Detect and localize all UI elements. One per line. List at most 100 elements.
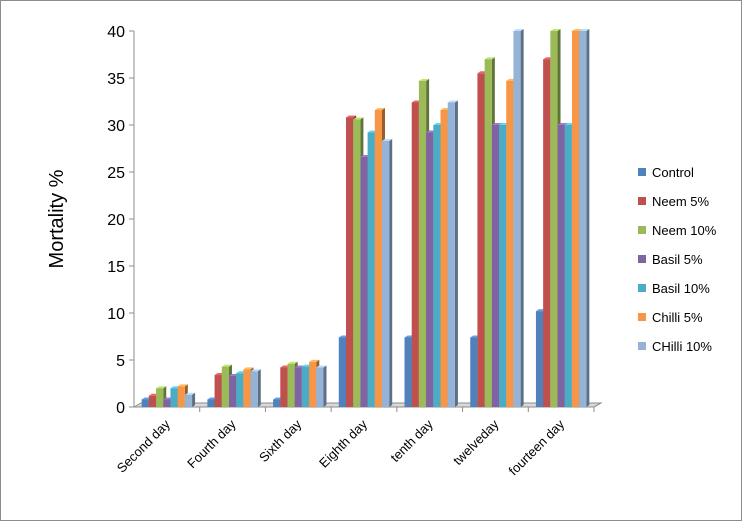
x-tick-label: Eighth day xyxy=(316,416,370,470)
legend-item: Basil 5% xyxy=(638,252,703,267)
bar-side xyxy=(520,29,524,407)
bar-top xyxy=(418,78,430,81)
bar-side xyxy=(389,138,393,408)
bar-front xyxy=(309,361,317,407)
bar-side xyxy=(586,29,590,407)
bar-top xyxy=(316,365,327,368)
bar-front xyxy=(382,140,390,408)
bar-side xyxy=(323,365,327,407)
bar-top xyxy=(550,29,561,31)
bar-front xyxy=(163,399,171,407)
bar-front xyxy=(236,373,244,407)
bar-top xyxy=(491,123,503,125)
bar-top xyxy=(374,107,385,110)
bar-top xyxy=(177,384,188,387)
bar-front xyxy=(301,366,310,407)
bar-front xyxy=(156,388,164,407)
bar-front xyxy=(243,369,251,407)
bar-side xyxy=(257,369,261,407)
legend-swatch xyxy=(638,168,646,176)
bar-front xyxy=(287,363,295,407)
bar-front xyxy=(141,399,149,407)
bar-front xyxy=(207,399,215,407)
y-tick-label: 25 xyxy=(107,165,125,182)
bar-top xyxy=(353,117,364,120)
bar-front xyxy=(273,399,281,407)
bar-front xyxy=(360,156,368,407)
bar-front xyxy=(579,31,587,407)
legend: Control Neem 5% Neem 10% Basil 5% Basil 10% C… xyxy=(638,165,717,354)
bar-top xyxy=(287,361,298,364)
bar-top xyxy=(571,29,583,31)
bar xyxy=(579,29,590,407)
bar-front xyxy=(294,367,302,407)
bar-front xyxy=(426,132,434,407)
bar xyxy=(513,29,524,407)
bar-side xyxy=(454,100,458,407)
bar-front xyxy=(404,337,412,407)
bar-top xyxy=(156,386,167,389)
y-tick-label: 0 xyxy=(116,400,125,417)
y-tick-label: 30 xyxy=(107,118,125,135)
y-tick-label: 5 xyxy=(116,353,125,370)
legend-label: Basil 10% xyxy=(652,281,710,296)
bar-front xyxy=(440,109,448,408)
x-tick-label: fourteen day xyxy=(506,416,568,478)
bar-front xyxy=(477,73,485,408)
bar-front xyxy=(557,125,565,407)
x-tick-label: Sixth day xyxy=(256,416,305,465)
y-tick-label: 15 xyxy=(107,259,125,276)
legend-label: Control xyxy=(652,165,694,180)
legend-item: Neem 10% xyxy=(638,223,717,238)
bar-front xyxy=(418,80,427,407)
floor-edge xyxy=(593,402,602,408)
legend-swatch xyxy=(638,226,646,234)
bar-front xyxy=(470,337,478,407)
bar-top xyxy=(579,29,590,31)
x-tick-label: Second day xyxy=(114,416,174,476)
bar-front xyxy=(564,125,572,407)
bar-front xyxy=(316,367,324,407)
y-tick-label: 10 xyxy=(107,306,125,323)
bar-front xyxy=(499,125,507,407)
bar-front xyxy=(535,311,544,407)
bar-front xyxy=(214,375,222,407)
bar-front xyxy=(148,395,157,407)
bar-front xyxy=(250,371,258,407)
bar xyxy=(250,369,261,407)
bar-front xyxy=(411,102,419,407)
bar-front xyxy=(550,31,558,407)
x-tick-label: twelveday xyxy=(450,416,502,468)
bar-front xyxy=(280,367,288,407)
bar-top xyxy=(382,138,393,141)
legend-label: Chilli 5% xyxy=(652,310,703,325)
bar-front xyxy=(543,59,551,407)
bar-top xyxy=(447,100,458,103)
legend-swatch xyxy=(638,313,646,321)
legend-swatch xyxy=(638,255,646,263)
y-tick-label: 40 xyxy=(107,24,125,41)
x-tick-label: Fourth day xyxy=(184,416,239,471)
bar-top xyxy=(557,123,568,125)
bar-front xyxy=(221,366,229,407)
legend-item: Basil 10% xyxy=(638,281,710,296)
legend-swatch xyxy=(638,284,646,292)
y-tick-label: 35 xyxy=(107,71,125,88)
legend-item: CHilli 10% xyxy=(638,339,712,354)
bar-top xyxy=(243,367,254,370)
y-axis: 0 5 10 15 20 25 30 35 40 xyxy=(107,24,134,417)
bar-top xyxy=(250,369,261,372)
legend-item: Control xyxy=(638,165,694,180)
legend-label: Basil 5% xyxy=(652,252,703,267)
bar-front xyxy=(433,125,441,407)
bar-top xyxy=(184,392,196,395)
bar-top xyxy=(513,29,524,31)
bar-front xyxy=(177,386,185,407)
bar xyxy=(316,365,327,407)
bar xyxy=(184,392,196,407)
bar-front xyxy=(353,119,361,408)
legend-label: Neem 10% xyxy=(652,223,717,238)
bar-front xyxy=(170,388,178,407)
legend-label: CHilli 10% xyxy=(652,339,712,354)
